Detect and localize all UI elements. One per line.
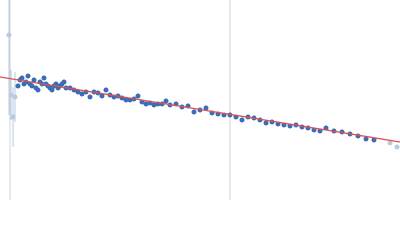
point: [12, 94, 18, 100]
point: [387, 140, 393, 146]
point: [99, 93, 105, 99]
point: [363, 136, 369, 142]
point: [79, 91, 85, 97]
point: [35, 87, 41, 93]
point: [163, 98, 169, 104]
point: [61, 79, 67, 85]
point: [29, 83, 35, 89]
fit-line: [0, 76, 400, 143]
chart: [0, 0, 400, 200]
point: [394, 144, 400, 150]
point: [49, 87, 55, 93]
point: [123, 97, 129, 103]
point: [15, 83, 21, 89]
point: [263, 120, 269, 126]
point: [239, 117, 245, 123]
point: [371, 137, 377, 143]
point: [10, 114, 16, 120]
point: [31, 77, 37, 83]
point: [25, 73, 31, 79]
point: [203, 105, 209, 111]
point: [151, 102, 157, 108]
point: [41, 75, 47, 81]
point: [191, 109, 197, 115]
point: [143, 101, 149, 107]
point: [103, 87, 109, 93]
point: [19, 75, 25, 81]
point: [135, 93, 141, 99]
point: [75, 89, 81, 95]
point: [87, 94, 93, 100]
point: [8, 92, 14, 98]
point: [6, 32, 12, 38]
